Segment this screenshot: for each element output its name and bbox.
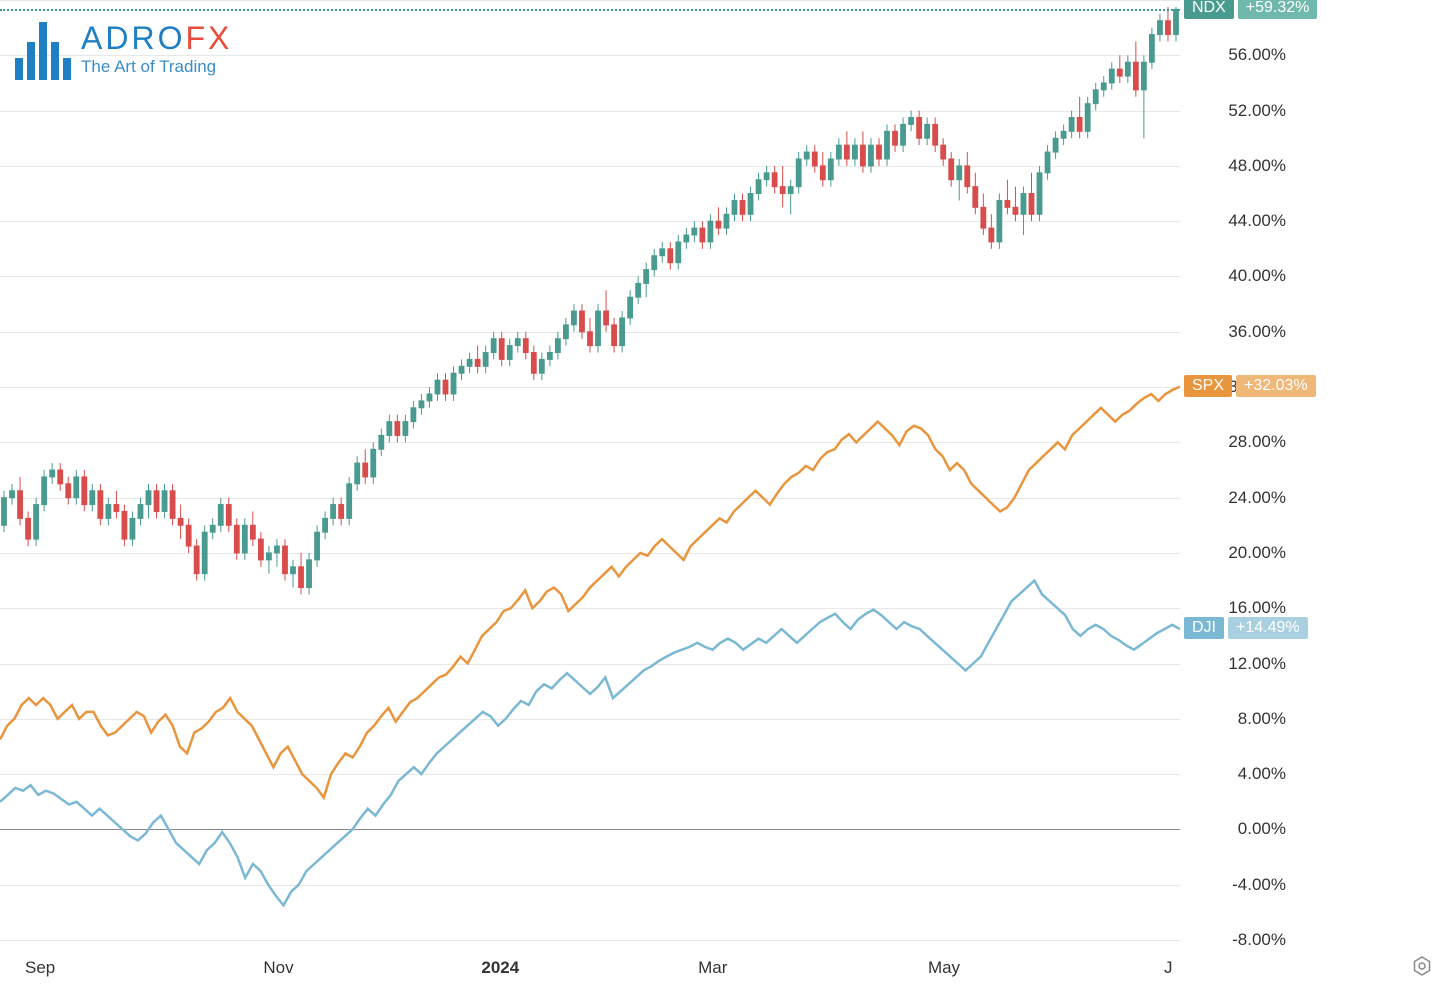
ndx-current-line — [0, 9, 1180, 11]
settings-icon[interactable] — [1410, 954, 1434, 978]
logo-bar — [51, 42, 59, 80]
chart-area[interactable] — [0, 0, 1180, 940]
y-axis-label: 52.00% — [1228, 101, 1286, 121]
x-axis-label: Sep — [25, 958, 55, 978]
x-axis-label: J — [1164, 958, 1173, 978]
y-axis-label: 4.00% — [1238, 764, 1286, 784]
y-axis-label: 36.00% — [1228, 322, 1286, 342]
y-axis-label: 20.00% — [1228, 543, 1286, 563]
y-axis: -8.00%-4.00%0.00%4.00%8.00%12.00%16.00%2… — [1180, 0, 1446, 940]
spx-ticker-value: +32.03% — [1236, 375, 1316, 397]
x-axis-label: May — [928, 958, 960, 978]
y-axis-label: -8.00% — [1232, 930, 1286, 950]
dji-ticker-badge[interactable]: DJI +14.49% — [1184, 617, 1308, 639]
logo-text: ADROFX The Art of Trading — [81, 20, 232, 77]
ndx-ticker-name: NDX — [1184, 0, 1234, 19]
y-axis-label: 28.00% — [1228, 432, 1286, 452]
logo-title-a: ADRO — [81, 20, 185, 56]
logo-bar — [27, 42, 35, 80]
chart-svg — [0, 0, 1180, 940]
x-axis-label: Mar — [698, 958, 727, 978]
y-axis-label: 12.00% — [1228, 654, 1286, 674]
logo-bar — [15, 58, 23, 80]
y-axis-label: 48.00% — [1228, 156, 1286, 176]
logo-bar — [39, 22, 47, 80]
y-axis-label: 0.00% — [1238, 819, 1286, 839]
y-axis-label: 40.00% — [1228, 266, 1286, 286]
y-axis-label: 8.00% — [1238, 709, 1286, 729]
y-axis-label: -4.00% — [1232, 875, 1286, 895]
logo-title: ADROFX — [81, 20, 232, 57]
chart-container: ADROFX The Art of Trading -8.00% -4.00% 0.… — [0, 0, 1446, 990]
logo-bar — [63, 58, 71, 80]
logo-bars — [15, 20, 71, 80]
y-axis-label: 24.00% — [1228, 488, 1286, 508]
dji-ticker-name: DJI — [1184, 617, 1224, 639]
y-axis-label: 16.00% — [1228, 598, 1286, 618]
x-axis: Sep Nov 2024 Mar May J — [0, 940, 1180, 990]
y-axis-label: 44.00% — [1228, 211, 1286, 231]
dji-ticker-value: +14.49% — [1228, 617, 1308, 639]
y-axis-label: 56.00% — [1228, 45, 1286, 65]
spx-ticker-badge[interactable]: SPX +32.03% — [1184, 375, 1316, 397]
x-axis-label: Nov — [263, 958, 293, 978]
logo-title-b: FX — [185, 20, 232, 56]
logo: ADROFX The Art of Trading — [15, 20, 232, 80]
logo-subtitle: The Art of Trading — [81, 57, 232, 77]
spx-ticker-name: SPX — [1184, 375, 1232, 397]
ndx-ticker-value: +59.32% — [1238, 0, 1318, 19]
x-axis-label: 2024 — [481, 958, 519, 978]
ndx-ticker-badge[interactable]: NDX +59.32% — [1184, 0, 1317, 19]
